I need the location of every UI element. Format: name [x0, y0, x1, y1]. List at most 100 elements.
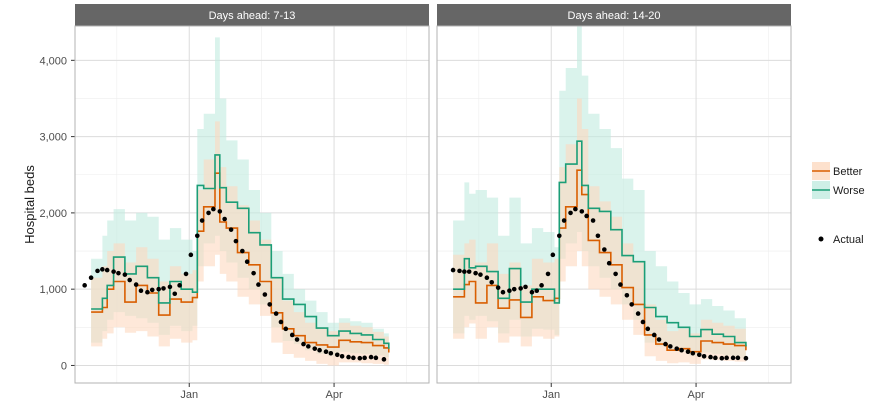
actual-point [645, 326, 651, 332]
actual-point [111, 269, 116, 274]
worse-series-line [91, 154, 390, 349]
actual-point [613, 271, 618, 277]
actual-point [651, 332, 657, 338]
actual-point [618, 282, 623, 287]
actual-point [606, 260, 612, 266]
worse-series-line [453, 140, 747, 347]
actual-point [457, 268, 462, 274]
x-tick-label: Jan [542, 389, 560, 401]
actual-point [240, 248, 245, 254]
actual-point [301, 341, 306, 347]
actual-point [701, 354, 707, 359]
actual-point [602, 247, 607, 252]
actual-point [289, 332, 295, 338]
actual-point [262, 292, 268, 297]
actual-point [104, 267, 110, 273]
y-tick-label: 4,000 [39, 55, 67, 67]
actual-point [590, 218, 596, 223]
actual-point [523, 284, 528, 290]
actual-point [88, 275, 94, 281]
actual-point [306, 344, 311, 349]
x-tick-label: Apr [326, 389, 343, 401]
actual-point [222, 216, 227, 222]
actual-point [138, 288, 144, 293]
actual-point [251, 270, 256, 276]
actual-point [635, 311, 641, 316]
actual-point [206, 210, 211, 216]
actual-point [539, 283, 544, 288]
actual-point [323, 349, 329, 355]
actual-point [735, 355, 741, 361]
actual-point [167, 284, 173, 290]
actual-point [149, 287, 155, 293]
actual-point [188, 252, 194, 258]
actual-point [629, 302, 634, 307]
actual-point [500, 289, 506, 295]
actual-point [556, 233, 562, 239]
actual-point [719, 355, 725, 361]
panel-border [74, 25, 430, 384]
actual-point [199, 218, 205, 223]
facet-title: Days ahead: 7-13 [209, 10, 296, 22]
actual-point [312, 346, 318, 351]
actual-point [663, 341, 668, 347]
actual-point [696, 352, 702, 358]
actual-point [116, 270, 121, 276]
actual-point [256, 282, 261, 287]
actual-point [495, 285, 501, 290]
facet-strip [437, 4, 791, 26]
actual-point [172, 291, 178, 297]
actual-point [573, 206, 578, 212]
x-tick-label: Apr [688, 389, 705, 401]
actual-point [579, 209, 585, 214]
facet-title: Days ahead: 14-20 [568, 10, 661, 22]
actual-point [211, 206, 216, 212]
actual-point [595, 233, 601, 239]
y-tick-label: 3,000 [39, 132, 67, 144]
actual-point [122, 272, 128, 277]
actual-point [724, 355, 729, 361]
actual-point [217, 209, 223, 214]
actual-point [145, 289, 150, 295]
actual-point [82, 283, 87, 288]
actual-point [233, 238, 239, 244]
y-tick-label: 2,000 [39, 208, 67, 220]
actual-point [334, 352, 340, 358]
actual-point [473, 270, 478, 276]
panel-border [436, 25, 792, 384]
actual-point [161, 286, 166, 291]
actual-point [133, 282, 139, 287]
actual-point [339, 354, 345, 359]
actual-point [529, 289, 535, 295]
actual-point [462, 269, 467, 274]
actual-point [381, 357, 387, 362]
actual-point [100, 267, 105, 272]
actual-point [466, 269, 472, 274]
actual-point [507, 288, 512, 293]
actual-point [368, 354, 374, 360]
actual-point [518, 286, 523, 291]
y-axis-label: Hospital beds [22, 165, 37, 244]
actual-point [194, 233, 200, 239]
actual-point [730, 355, 736, 361]
actual-point [550, 252, 556, 258]
actual-point [534, 288, 540, 293]
actual-point [95, 268, 100, 274]
actual-point [183, 271, 189, 277]
actual-point [624, 292, 630, 298]
actual-point [674, 346, 680, 351]
actual-point [584, 213, 589, 219]
actual-point [568, 210, 573, 216]
actual-point [561, 218, 567, 223]
actual-point [127, 277, 133, 283]
actual-point [743, 355, 749, 361]
actual-point [685, 349, 691, 355]
y-tick-label: 0 [61, 360, 67, 372]
y-tick-label: 1,000 [39, 284, 67, 296]
actual-point [656, 337, 662, 342]
actual-point [267, 302, 273, 307]
actual-point [511, 286, 517, 292]
actual-point [679, 347, 684, 353]
